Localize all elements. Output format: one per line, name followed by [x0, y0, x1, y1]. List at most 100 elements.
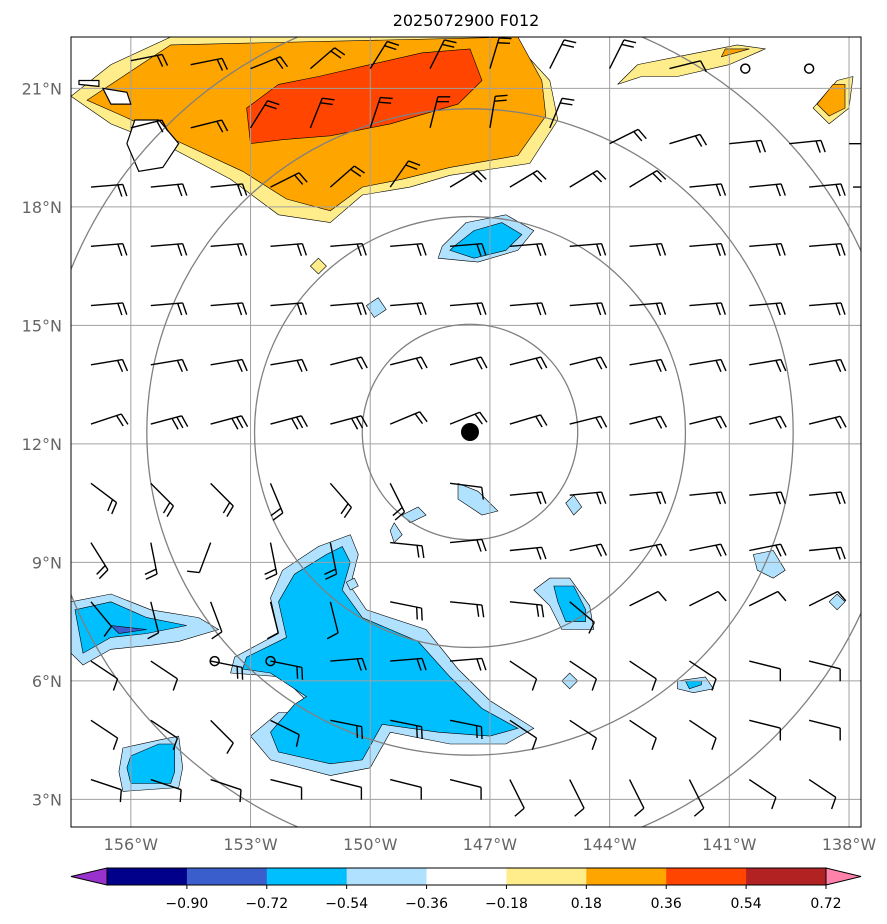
wind-barb-shaft	[689, 242, 722, 248]
wind-barb-flag	[239, 789, 242, 803]
wind-barb-shaft	[569, 543, 602, 552]
wind-barb-flag	[221, 58, 229, 70]
wind-barb	[209, 601, 223, 640]
wind-barb-flag	[226, 505, 234, 517]
wind-barb	[689, 660, 717, 691]
wind-barb-shaft	[689, 660, 717, 680]
wind-barb	[489, 37, 512, 69]
wind-barb	[569, 660, 598, 691]
wind-barb-flag	[780, 543, 787, 556]
wind-barb-shaft	[390, 242, 423, 248]
wind-barb-flag	[536, 170, 547, 180]
wind-barb-shaft	[509, 719, 537, 739]
wind-barb-flag	[272, 512, 284, 521]
wind-barb-flag	[322, 97, 335, 101]
wind-barb-shaft	[249, 100, 269, 129]
wind-barb-shaft	[489, 96, 496, 128]
wind-barb-flag	[112, 678, 119, 691]
wind-barb	[509, 491, 547, 505]
wind-barb	[569, 491, 607, 505]
wind-barb-flag	[405, 164, 418, 171]
wind-barb	[509, 601, 545, 618]
wind-barb	[389, 483, 406, 521]
wind-barb-shaft	[509, 779, 525, 809]
wind-barb-flag	[479, 411, 488, 423]
wind-barb-flag	[780, 491, 786, 504]
wind-barb-shaft	[629, 543, 662, 552]
wind-barb-shaft	[190, 119, 222, 129]
wind-barb-flag	[561, 97, 575, 101]
wind-barb-flag	[380, 96, 393, 100]
wind-barb-shaft	[270, 778, 302, 789]
wind-barb-shaft	[209, 601, 223, 633]
colorbar-segment	[186, 868, 268, 885]
wind-barb-shaft	[389, 483, 406, 513]
wind-barb-flag	[107, 499, 114, 512]
contour-line-mid-dark	[553, 585, 587, 622]
wind-barb-flag	[356, 725, 359, 739]
wind-barb-flag	[835, 360, 842, 373]
wind-barb	[509, 170, 547, 188]
wind-barb-shaft	[309, 47, 336, 70]
wind-barb	[330, 719, 364, 740]
wind-barb-shaft	[489, 37, 500, 69]
wind-barb-flag	[481, 604, 485, 618]
wind-barb	[369, 96, 393, 129]
wind-barb-flag	[360, 415, 368, 428]
wind-barb-flag	[122, 184, 128, 197]
wind-barb-flag	[476, 539, 482, 552]
wind-barb-shaft	[509, 414, 541, 425]
wind-barb-flag	[384, 45, 397, 51]
wind-barb	[249, 100, 280, 129]
wind-barb-shaft	[210, 660, 243, 669]
longitude-tick-label: 138°W	[822, 835, 877, 854]
shaded-region-mid-dark	[553, 586, 586, 622]
wind-barb-flag	[117, 303, 123, 316]
map-frame	[70, 36, 862, 828]
wind-barb	[509, 302, 547, 316]
wind-barb-flag	[386, 40, 400, 46]
wind-barb-shaft	[748, 779, 777, 798]
wind-barb	[809, 242, 846, 257]
wind-barb	[90, 778, 123, 803]
wind-barb-shaft	[390, 778, 422, 789]
contour-line-blue-north-light	[437, 214, 535, 263]
wind-barb-flag	[475, 725, 478, 739]
wind-barb	[369, 40, 400, 69]
wind-barb-flag	[182, 243, 188, 256]
contour-line-ne-orange-patch	[720, 48, 750, 58]
wind-barb-shaft	[269, 542, 278, 575]
wind-barb-shaft	[449, 538, 482, 544]
wind-barb-shaft	[569, 302, 602, 307]
wind-barb-shaft	[569, 601, 595, 623]
wind-barb-shaft	[330, 302, 363, 307]
wind-barb-flag	[720, 183, 727, 196]
wind-barb-flag	[121, 359, 129, 372]
wind-barb-flag	[161, 54, 169, 66]
wind-barb-shaft	[809, 546, 842, 552]
wind-barb-flag	[279, 56, 289, 68]
wind-barb-flag	[480, 356, 488, 369]
wind-barb	[390, 719, 423, 740]
wind-barb	[749, 358, 787, 373]
contour-line-north-yellow	[71, 37, 559, 223]
wind-barb-flag	[779, 416, 787, 428]
wind-barb-flag	[481, 658, 487, 671]
wind-barb	[629, 358, 667, 373]
wind-barb	[689, 302, 726, 316]
wind-barb-shaft	[389, 411, 420, 425]
wind-barb-flag	[535, 415, 543, 428]
range-rings-layer	[71, 37, 861, 827]
wind-barb-flag	[717, 591, 727, 602]
wind-barb-shaft	[130, 119, 163, 129]
wind-barb-flag	[236, 360, 243, 373]
wind-barb	[390, 356, 428, 370]
wind-barb-flag	[117, 243, 123, 257]
wind-barb-shaft	[429, 96, 439, 129]
wind-barb	[309, 97, 335, 129]
wind-barb	[629, 170, 667, 188]
wind-barb-flag	[655, 417, 663, 429]
colorbar-tick-label: −0.72	[245, 896, 288, 912]
wind-barb	[270, 242, 308, 257]
wind-barb-flag	[715, 184, 722, 197]
